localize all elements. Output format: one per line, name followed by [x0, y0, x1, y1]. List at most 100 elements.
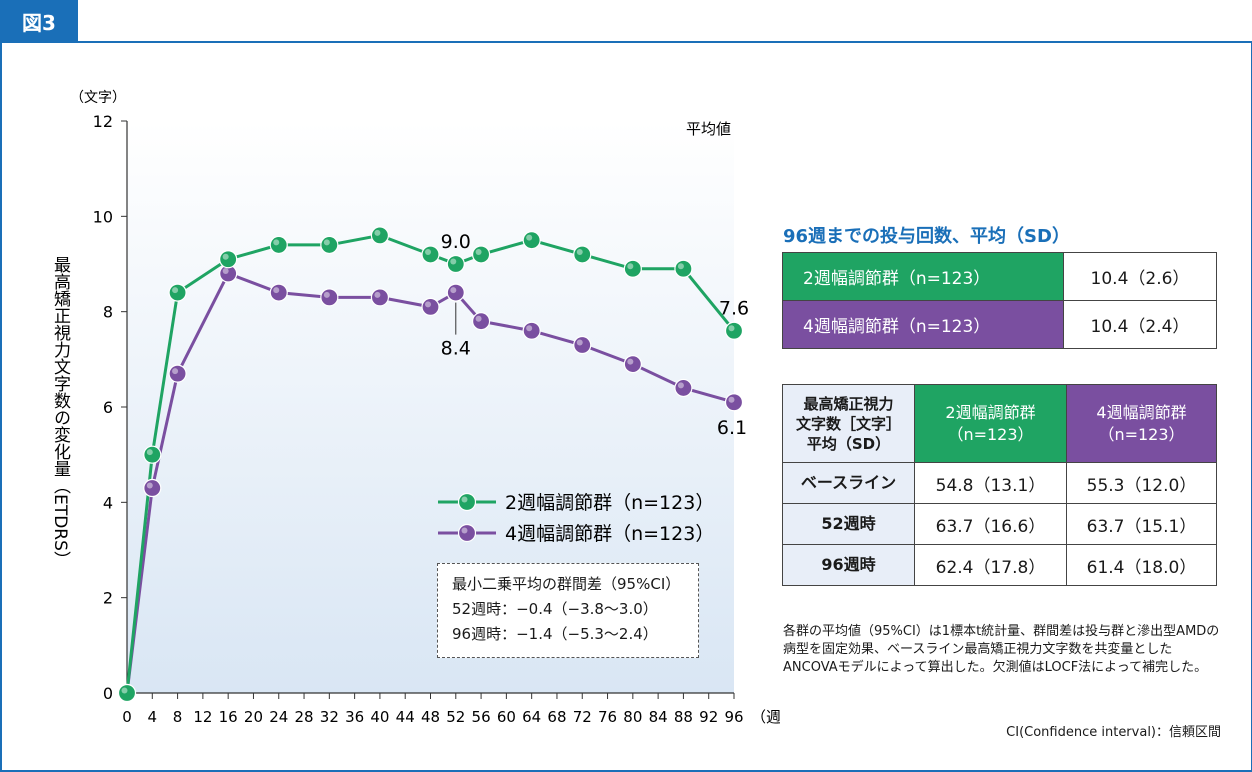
data-point-series-0	[421, 245, 440, 264]
x-tick-label: 56	[472, 708, 491, 726]
data-point-series-0	[724, 321, 744, 340]
data-point-series-1-highlight	[728, 396, 735, 403]
data-point-series-0	[320, 235, 339, 255]
data-point-series-0	[219, 250, 238, 269]
corner-label: 平均値	[686, 120, 731, 138]
data-point-series-1-highlight	[475, 315, 482, 322]
legend-marker-0	[457, 492, 477, 512]
data-label: 6.1	[717, 417, 747, 439]
data-point-series-1	[623, 355, 642, 374]
x-tick-label: 16	[219, 708, 238, 726]
data-point-series-1-highlight	[526, 325, 533, 332]
data-point-series-1	[446, 283, 465, 302]
y-unit-label: （文字）	[70, 90, 126, 106]
stats-title: 最小二乗平均の群間差（95%CI）	[452, 575, 681, 593]
data-point-series-1-highlight	[425, 301, 431, 308]
data-point-series-0-highlight	[425, 248, 431, 255]
data-point-series-0-highlight	[172, 287, 179, 294]
bcva-header-4w: 4週幅調節群 （n=123）	[1066, 384, 1217, 463]
x-tick-label: 44	[396, 708, 415, 726]
data-point-series-1-highlight	[576, 339, 583, 346]
data-point-series-1	[370, 288, 390, 307]
data-point-series-0	[573, 245, 592, 264]
x-tick-label: 36	[345, 708, 364, 726]
x-tick-label: 80	[623, 708, 642, 726]
data-point-series-0	[471, 245, 491, 264]
data-point-series-0-highlight	[374, 229, 381, 236]
data-point-series-0	[522, 231, 541, 250]
x-tick-label: 32	[320, 708, 339, 726]
bcva-header-2w: 2週幅調節群 （n=123）	[914, 384, 1067, 463]
data-point-series-1	[522, 321, 541, 340]
y-tick-label: 0	[103, 684, 113, 703]
x-tick-label: 68	[547, 708, 566, 726]
data-point-series-0	[370, 226, 390, 245]
x-tick-label: 60	[497, 708, 516, 726]
y-tick-label: 2	[103, 589, 113, 608]
dosing-group-4w: 4週幅調節群（n=123）	[782, 300, 1064, 349]
data-point-series-0	[168, 283, 187, 302]
stats-box: 最小二乗平均の群間差（95%CI） 52週時：−0.4（−3.8〜3.0） 96…	[437, 563, 699, 658]
y-tick-label: 8	[103, 303, 113, 322]
x-tick-label: 4	[148, 708, 158, 726]
x-tick-label: 24	[269, 708, 288, 726]
data-point-series-0	[623, 259, 642, 278]
x-tick-label: 8	[173, 708, 183, 726]
x-tick-label: 52	[446, 708, 465, 726]
bcva-table: 最高矯正視力 文字数［文字］ 平均（SD） 2週幅調節群 （n=123） 4週幅…	[782, 384, 1217, 586]
x-tick-label: 96	[724, 708, 743, 726]
dosing-value-2w: 10.4（2.6）	[1063, 252, 1217, 301]
data-point-series-0-highlight	[526, 234, 533, 241]
legend-marker-1	[457, 523, 477, 543]
stats-line-96: 96週時：−1.4（−5.3〜2.4）	[452, 625, 658, 643]
data-point-series-1	[421, 297, 440, 316]
data-label: 9.0	[441, 231, 471, 253]
data-point-series-1-highlight	[450, 287, 457, 294]
y-tick-label: 4	[103, 493, 113, 512]
data-point-series-1-highlight	[273, 287, 280, 294]
data-point-series-0-highlight	[475, 248, 482, 255]
stats-line-52: 52週時：−0.4（−3.8〜3.0）	[452, 600, 658, 618]
table-row-label: 52週時	[782, 503, 915, 545]
ci-note: CI(Confidence interval)：信頼区間	[1006, 725, 1221, 740]
x-tick-label: 20	[244, 708, 263, 726]
x-tick-label: 48	[421, 708, 440, 726]
table-cell: 63.7（16.6）	[914, 503, 1067, 545]
figure-label: 図3	[0, 0, 78, 42]
data-point-series-0-highlight	[677, 263, 684, 270]
legend-label-1: 4週幅調節群（n=123）	[505, 523, 714, 545]
data-point-series-0-highlight	[273, 239, 280, 246]
data-label: 8.4	[441, 338, 471, 360]
bcva-header-label: 最高矯正視力 文字数［文字］ 平均（SD）	[782, 384, 915, 463]
table-cell: 63.7（15.1）	[1066, 503, 1217, 545]
table-row-label: 96週時	[782, 544, 915, 586]
data-point-series-1	[471, 312, 491, 331]
x-tick-label: 92	[699, 708, 718, 726]
data-point-series-1	[320, 288, 339, 307]
data-point-series-0	[143, 445, 162, 464]
data-point-series-1-highlight	[323, 291, 330, 298]
y-tick-label: 12	[93, 112, 113, 131]
x-tick-label: 76	[598, 708, 617, 726]
data-point-series-0-highlight	[576, 248, 583, 255]
data-point-series-1	[269, 283, 288, 302]
data-point-series-1-highlight	[677, 382, 684, 389]
dosing-value-4w: 10.4（2.4）	[1063, 300, 1217, 349]
data-point-series-0-highlight	[222, 253, 229, 260]
data-point-series-1-highlight	[172, 368, 179, 375]
legend-marker-1-highlight	[461, 527, 468, 534]
table-cell: 54.8（13.1）	[914, 462, 1067, 504]
data-point-series-1-highlight	[222, 268, 229, 275]
data-point-series-0	[117, 683, 137, 703]
x-tick-label: 84	[649, 708, 668, 726]
data-label: 7.6	[719, 298, 749, 320]
x-tick-label: 40	[370, 708, 389, 726]
table-cell: 62.4（17.8）	[914, 544, 1067, 586]
dosing-table: 2週幅調節群（n=123） 10.4（2.6） 4週幅調節群（n=123） 10…	[782, 252, 1217, 349]
legend-marker-0-highlight	[461, 496, 468, 503]
data-point-series-0-highlight	[728, 325, 735, 332]
data-point-series-1-highlight	[627, 358, 634, 365]
data-point-series-1-highlight	[146, 482, 153, 489]
x-tick-label: 12	[193, 708, 212, 726]
x-unit-label: （週）	[751, 708, 780, 726]
